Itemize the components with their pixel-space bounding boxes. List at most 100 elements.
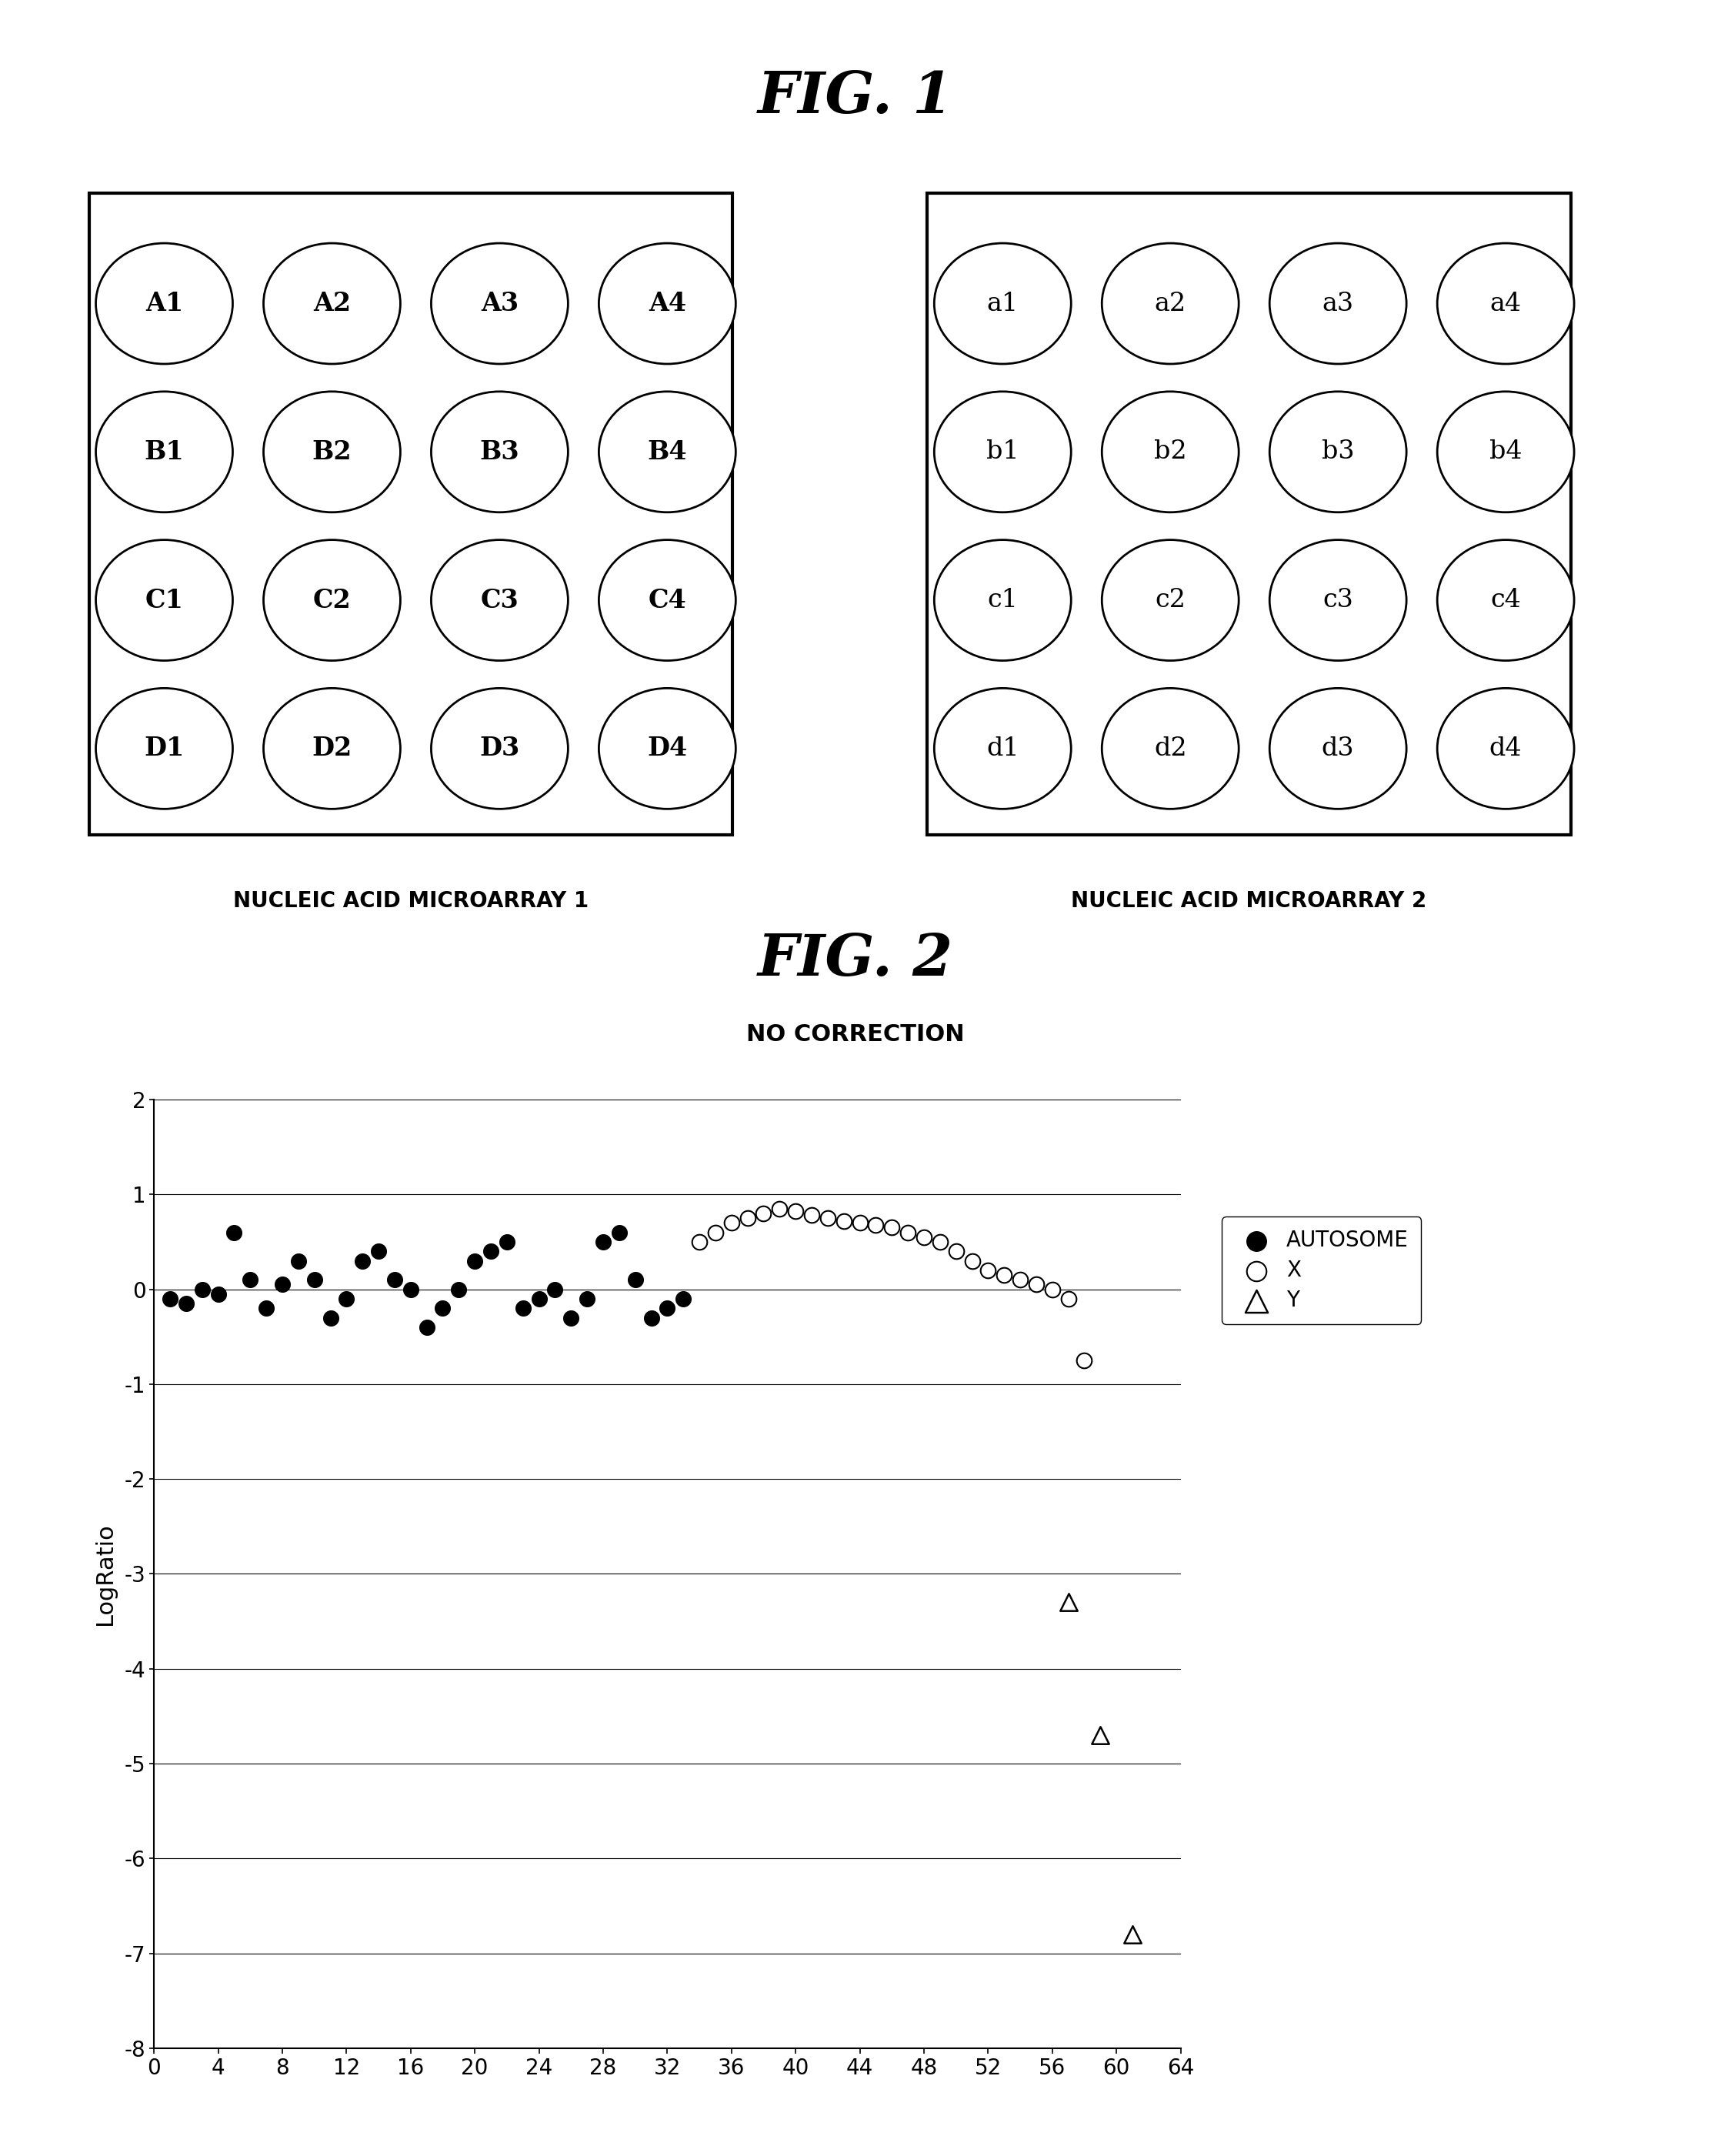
- Ellipse shape: [263, 688, 400, 808]
- Text: B1: B1: [144, 440, 185, 464]
- AUTOSOME: [462, 1244, 489, 1279]
- Text: b2: b2: [1153, 440, 1187, 464]
- Ellipse shape: [96, 244, 233, 364]
- AUTOSOME: [253, 1291, 281, 1326]
- AUTOSOME: [621, 1263, 648, 1298]
- X: [1039, 1272, 1066, 1307]
- Ellipse shape: [96, 539, 233, 660]
- AUTOSOME: [397, 1272, 424, 1307]
- X: [878, 1210, 905, 1244]
- Text: C4: C4: [648, 589, 686, 612]
- Ellipse shape: [1102, 392, 1239, 513]
- X: [782, 1194, 809, 1229]
- Ellipse shape: [1437, 244, 1574, 364]
- Text: A2: A2: [313, 291, 351, 317]
- Ellipse shape: [1270, 392, 1406, 513]
- Y: [1054, 1585, 1081, 1619]
- Ellipse shape: [934, 244, 1071, 364]
- AUTOSOME: [669, 1281, 696, 1315]
- Text: D2: D2: [311, 735, 352, 761]
- AUTOSOME: [541, 1272, 568, 1307]
- X: [767, 1192, 794, 1227]
- Ellipse shape: [1437, 392, 1574, 513]
- Y: [1119, 1917, 1146, 1951]
- Text: a3: a3: [1323, 291, 1353, 317]
- Text: d2: d2: [1153, 735, 1187, 761]
- Text: C3: C3: [481, 589, 518, 612]
- AUTOSOME: [493, 1225, 520, 1259]
- Ellipse shape: [96, 392, 233, 513]
- Text: a4: a4: [1490, 291, 1521, 317]
- AUTOSOME: [445, 1272, 472, 1307]
- Ellipse shape: [1270, 244, 1406, 364]
- AUTOSOME: [221, 1216, 248, 1250]
- AUTOSOME: [558, 1300, 585, 1335]
- X: [830, 1203, 857, 1238]
- Ellipse shape: [599, 539, 736, 660]
- Ellipse shape: [1270, 539, 1406, 660]
- AUTOSOME: [477, 1233, 505, 1268]
- AUTOSOME: [638, 1300, 666, 1335]
- Text: NUCLEIC ACID MICROARRAY 1: NUCLEIC ACID MICROARRAY 1: [233, 890, 589, 912]
- AUTOSOME: [284, 1244, 311, 1279]
- Text: c3: c3: [1323, 589, 1353, 612]
- Text: B2: B2: [311, 440, 352, 464]
- Text: B3: B3: [479, 440, 520, 464]
- AUTOSOME: [301, 1263, 329, 1298]
- AUTOSOME: [382, 1263, 409, 1298]
- Legend: AUTOSOME, X, Y: AUTOSOME, X, Y: [1222, 1216, 1422, 1324]
- AUTOSOME: [412, 1311, 440, 1345]
- Ellipse shape: [599, 392, 736, 513]
- X: [1023, 1268, 1051, 1302]
- AUTOSOME: [364, 1233, 392, 1268]
- AUTOSOME: [317, 1300, 344, 1335]
- Ellipse shape: [1102, 244, 1239, 364]
- X: [749, 1197, 777, 1231]
- AUTOSOME: [156, 1281, 183, 1315]
- Ellipse shape: [263, 244, 400, 364]
- X: [895, 1216, 922, 1250]
- AUTOSOME: [573, 1281, 601, 1315]
- Y: [1086, 1718, 1114, 1753]
- X: [991, 1257, 1018, 1291]
- AUTOSOME: [349, 1244, 376, 1279]
- Text: c2: c2: [1155, 589, 1186, 612]
- AUTOSOME: [589, 1225, 616, 1259]
- Text: D1: D1: [144, 735, 185, 761]
- X: [814, 1201, 842, 1235]
- Text: A4: A4: [648, 291, 686, 317]
- Text: C1: C1: [145, 589, 183, 612]
- Ellipse shape: [934, 392, 1071, 513]
- Text: D3: D3: [479, 735, 520, 761]
- X: [1006, 1263, 1033, 1298]
- AUTOSOME: [606, 1216, 633, 1250]
- X: [702, 1216, 729, 1250]
- X: [1054, 1281, 1081, 1315]
- Ellipse shape: [263, 539, 400, 660]
- AUTOSOME: [269, 1268, 296, 1302]
- AUTOSOME: [429, 1291, 457, 1326]
- Text: a1: a1: [987, 291, 1018, 317]
- X: [975, 1253, 1003, 1287]
- AUTOSOME: [173, 1287, 200, 1322]
- Ellipse shape: [431, 688, 568, 808]
- Text: A1: A1: [145, 291, 183, 317]
- Ellipse shape: [1102, 539, 1239, 660]
- Ellipse shape: [431, 244, 568, 364]
- X: [910, 1220, 938, 1255]
- Text: c1: c1: [987, 589, 1018, 612]
- Text: NO CORRECTION: NO CORRECTION: [746, 1024, 965, 1046]
- Text: D4: D4: [647, 735, 688, 761]
- Ellipse shape: [934, 688, 1071, 808]
- AUTOSOME: [654, 1291, 681, 1326]
- Ellipse shape: [934, 539, 1071, 660]
- X: [686, 1225, 713, 1259]
- Text: FIG. 1: FIG. 1: [758, 69, 953, 125]
- X: [719, 1205, 746, 1240]
- AUTOSOME: [525, 1281, 553, 1315]
- X: [958, 1244, 986, 1279]
- Text: c4: c4: [1490, 589, 1521, 612]
- AUTOSOME: [236, 1263, 263, 1298]
- X: [862, 1207, 890, 1242]
- Text: A3: A3: [481, 291, 518, 317]
